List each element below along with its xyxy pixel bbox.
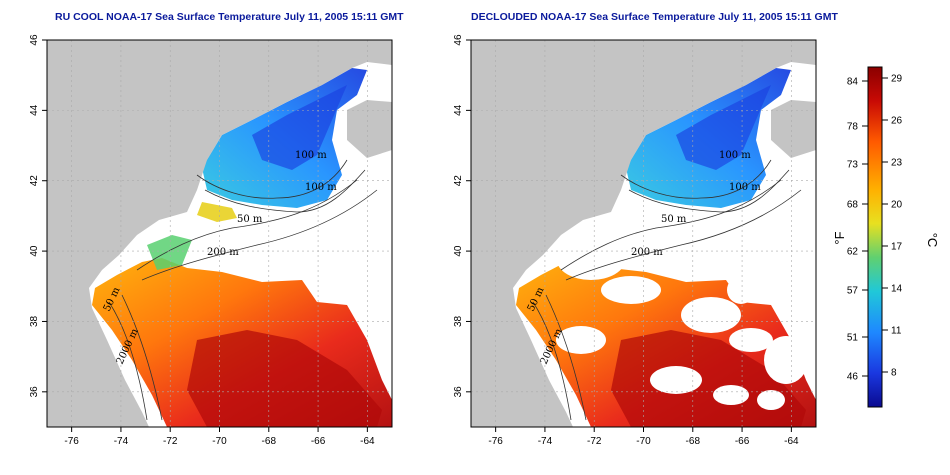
y-tick-label: 38 [453,315,464,327]
left-map-title: RU COOL NOAA-17 Sea Surface Temperature … [55,11,404,23]
fahrenheit-tick-label: 73 [847,160,859,171]
celsius-tick-label: 29 [891,74,903,85]
cloud-mask [713,385,749,405]
bathymetry-contour [204,169,366,213]
y-tick-label: 38 [29,315,40,327]
celsius-tick-label: 14 [891,284,903,295]
celsius-tick-label: 8 [891,368,897,379]
cloud-mask [729,328,773,352]
right-map-title: DECLOUDED NOAA-17 Sea Surface Temperatur… [471,11,838,23]
bathymetry-contour [565,189,802,281]
fahrenheit-tick-label: 78 [847,122,859,133]
x-tick-label: -66 [735,436,750,447]
celsius-unit-label: °C [925,233,940,248]
y-tick-label: 40 [453,245,464,257]
temperature-colorbar: 84 78 73 68 62 57 51 46 29 26 23 20 17 14 11 8 °F °C [832,66,940,408]
y-tick-label: 44 [29,104,40,116]
x-tick-label: -76 [488,436,503,447]
warm-shelf-patch [197,202,237,222]
bathymetry-contour [628,169,790,213]
cloud-mask [650,366,702,394]
cloud-mask [764,336,808,384]
fahrenheit-tick-label: 68 [847,200,859,211]
cloud-mask [601,276,661,304]
colorbar-gradient [867,66,883,408]
x-tick-label: -72 [163,436,178,447]
celsius-tick-label: 20 [891,200,903,211]
nova-scotia [347,100,392,158]
x-tick-label: -74 [114,436,129,447]
x-tick-label: -70 [636,436,651,447]
bathymetry-contour [620,159,772,199]
contour-label: 100 m [719,150,751,161]
cloud-mask [757,390,785,410]
bathymetry-contour [121,294,163,421]
fahrenheit-tick-label: 51 [847,333,859,344]
x-tick-label: -72 [587,436,602,447]
x-tick-label: -64 [360,436,375,447]
land-mass [471,40,816,427]
contour-label: 100 m [305,182,337,193]
x-tick-label: -64 [784,436,799,447]
bathymetry-contour [545,294,587,421]
y-tick-label: 46 [453,34,464,46]
cold-core [676,85,771,170]
x-tick-label: -68 [686,436,701,447]
x-tick-label: -76 [64,436,79,447]
cloud-mask [677,245,725,265]
x-tick-label: -66 [311,436,326,447]
nova-scotia [771,100,816,158]
y-tick-label: 40 [29,245,40,257]
contour-label: 200 m [207,247,239,258]
bathymetry-contour [108,301,148,421]
fahrenheit-tick-label: 84 [847,77,859,88]
bathymetry-contour [560,179,782,271]
celsius-tick-label: 23 [891,158,903,169]
fahrenheit-tick-label: 57 [847,286,859,297]
x-tick-label: -74 [538,436,553,447]
contour-label: 200 m [631,247,663,258]
bathymetry-contour [141,189,378,281]
celsius-tick-label: 11 [891,326,902,337]
x-tick-label: -68 [262,436,277,447]
cloud-mask [557,240,625,280]
contour-label: 50 m [237,214,263,225]
gulf-stream-core [187,330,382,427]
y-tick-label: 36 [453,386,464,398]
bathymetry-contour [196,159,348,199]
mixed-water-patch [147,235,192,270]
contour-label: 100 m [295,150,327,161]
fahrenheit-tick-label: 62 [847,247,859,258]
fahrenheit-tick-label: 46 [847,372,859,383]
contour-label: 50 m [661,214,687,225]
y-tick-label: 42 [453,175,464,187]
x-tick-label: -70 [212,436,227,447]
cloud-mask [556,326,606,354]
cloud-mask [681,297,741,333]
bathymetry-contour [136,179,358,271]
y-tick-label: 42 [29,175,40,187]
celsius-tick-label: 17 [891,242,903,253]
y-tick-label: 46 [29,34,40,46]
cloud-mask [727,276,755,304]
fahrenheit-unit-label: °F [832,231,847,244]
bathymetry-contour [532,301,572,421]
y-tick-label: 36 [29,386,40,398]
gulf-stream-core [611,330,806,427]
y-tick-label: 44 [453,104,464,116]
celsius-tick-label: 26 [891,116,903,127]
cold-core [252,85,347,170]
land-mass [47,40,392,427]
contour-label: 100 m [729,182,761,193]
